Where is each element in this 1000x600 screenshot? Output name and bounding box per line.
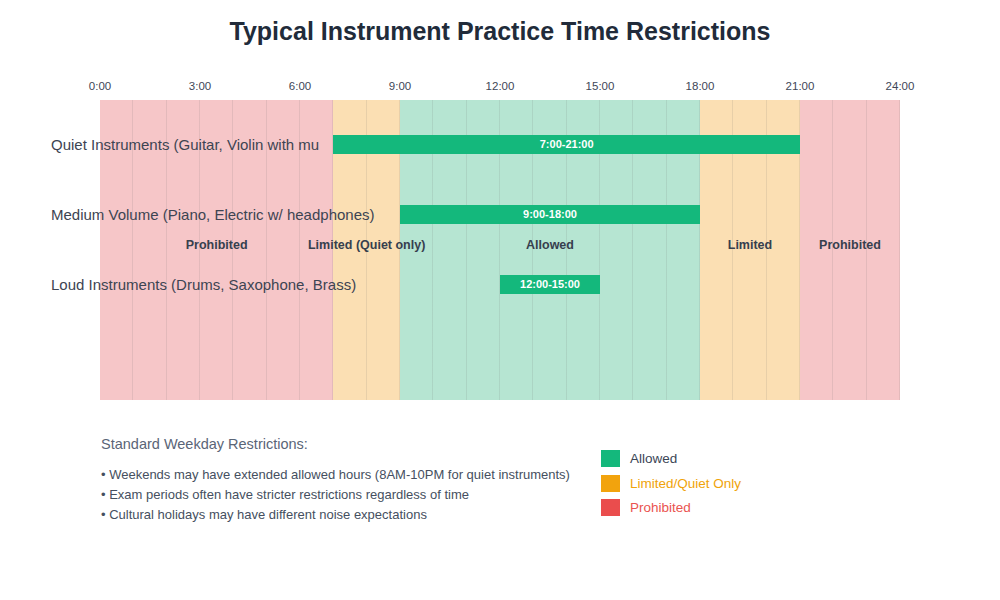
practice-bar: 7:00-21:00 [333,135,800,154]
legend-swatch-allowed [601,450,620,467]
note-bullet: • Exam periods often have stricter restr… [101,487,469,503]
legend-item: Allowed [601,450,821,467]
legend-label: Prohibited [630,499,691,516]
x-tick-label: 3:00 [175,79,225,93]
x-tick-label: 6:00 [275,79,325,93]
x-tick-label: 21:00 [775,79,825,93]
zone-status-label: Allowed [440,237,660,253]
row-label: Loud Instruments (Drums, Saxophone, Bras… [51,276,356,294]
legend-swatch-prohibited [601,499,620,516]
bar-time-label: 9:00-18:00 [400,205,700,224]
x-tick-label: 12:00 [475,79,525,93]
note-bullet: • Weekends may have extended allowed hou… [101,467,570,483]
bar-time-label: 7:00-21:00 [333,135,800,154]
legend-item: Limited/Quiet Only [601,475,821,492]
x-tick-label: 24:00 [875,79,925,93]
legend-swatch-limited-quiet-only [601,475,620,492]
legend-label: Allowed [630,450,677,467]
practice-restrictions-chart: Typical Instrument Practice Time Restric… [0,0,1000,600]
legend-label: Limited/Quiet Only [630,475,741,492]
x-tick-label: 18:00 [675,79,725,93]
x-tick-label: 15:00 [575,79,625,93]
zone-status-label: Prohibited [740,237,960,253]
practice-bar: 12:00-15:00 [500,275,600,294]
row-label: Medium Volume (Piano, Electric w/ headph… [51,206,375,224]
bar-time-label: 12:00-15:00 [500,275,600,294]
chart-title: Typical Instrument Practice Time Restric… [0,16,1000,46]
x-tick-label: 9:00 [375,79,425,93]
legend-item: Prohibited [601,499,821,516]
x-tick-label: 0:00 [75,79,125,93]
practice-bar: 9:00-18:00 [400,205,700,224]
note-bullet: • Cultural holidays may have different n… [101,507,427,523]
row-label: Quiet Instruments (Guitar, Violin with m… [51,136,319,154]
notes-heading: Standard Weekday Restrictions: [101,436,308,453]
